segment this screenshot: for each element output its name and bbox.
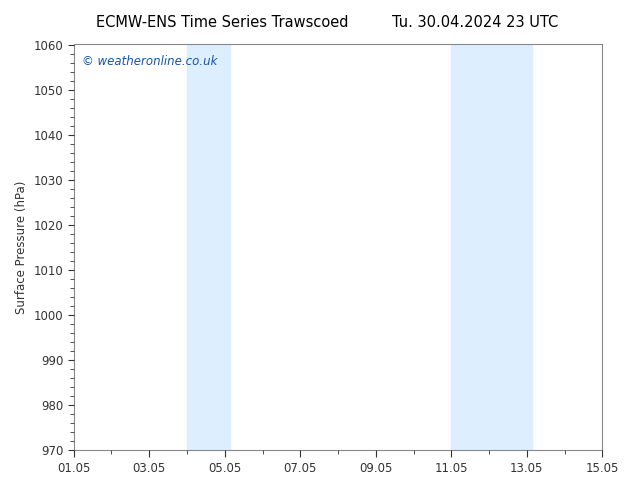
Bar (451, 45, 533, 450)
Y-axis label: Surface Pressure (hPa): Surface Pressure (hPa) (15, 181, 28, 314)
Text: © weatheronline.co.uk: © weatheronline.co.uk (82, 55, 217, 68)
Bar (187, 45, 230, 450)
Text: Tu. 30.04.2024 23 UTC: Tu. 30.04.2024 23 UTC (392, 15, 559, 30)
Text: ECMW-ENS Time Series Trawscoed: ECMW-ENS Time Series Trawscoed (96, 15, 348, 30)
